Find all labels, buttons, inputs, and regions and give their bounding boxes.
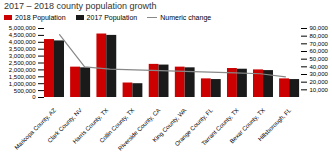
svg-text:2,500,000: 2,500,000 bbox=[9, 60, 36, 66]
svg-text:20,000: 20,000 bbox=[310, 79, 329, 85]
svg-text:5,000,000: 5,000,000 bbox=[9, 25, 36, 31]
html-text:2017 – 2018 county population: 2017 – 2018 county population growth bbox=[4, 1, 157, 11]
svg-text:3,500,000: 3,500,000 bbox=[9, 46, 36, 52]
svg-text:Tarrant County, TX: Tarrant County, TX bbox=[200, 107, 240, 147]
svg-text:Bexar County, TX: Bexar County, TX bbox=[228, 107, 266, 145]
svg-text:Harris County, TX: Harris County, TX bbox=[71, 107, 110, 145]
svg-text:4,500,000: 4,500,000 bbox=[9, 32, 36, 38]
svg-text:Riverside County, CA: Riverside County, CA bbox=[117, 107, 161, 151]
svg-text:Maricopa County, AZ: Maricopa County, AZ bbox=[13, 107, 57, 151]
svg-text:1,000,000: 1,000,000 bbox=[9, 81, 36, 87]
svg-text:0: 0 bbox=[32, 94, 36, 100]
svg-text:10,000: 10,000 bbox=[310, 87, 329, 93]
svg-text:80,000: 80,000 bbox=[310, 33, 329, 39]
svg-text:30,000: 30,000 bbox=[310, 71, 329, 77]
html-text:2018 Population: 2018 Population bbox=[15, 14, 66, 21]
svg-text:King County, WA: King County, WA bbox=[151, 107, 188, 144]
svg-text:500,000: 500,000 bbox=[14, 88, 36, 94]
svg-text:Hillsborough, FL: Hillsborough, FL bbox=[257, 107, 293, 143]
svg-text:50,000: 50,000 bbox=[310, 56, 329, 62]
svg-text:3,000,000: 3,000,000 bbox=[9, 53, 36, 59]
svg-text:40,000: 40,000 bbox=[310, 64, 329, 70]
html-text:2017 Population: 2017 Population bbox=[86, 14, 138, 21]
svg-text:60,000: 60,000 bbox=[310, 48, 329, 54]
svg-text:90,000: 90,000 bbox=[310, 25, 329, 31]
svg-text:Collin County, TX: Collin County, TX bbox=[98, 107, 136, 144]
svg-text:Orange County, FL: Orange County, FL bbox=[173, 107, 214, 148]
svg-text:70,000: 70,000 bbox=[310, 41, 329, 47]
svg-text:4,000,000: 4,000,000 bbox=[9, 39, 36, 45]
svg-text:1,500,000: 1,500,000 bbox=[9, 74, 36, 80]
svg-text:Clark County, NV: Clark County, NV bbox=[46, 107, 84, 144]
html-text:Numeric change: Numeric change bbox=[160, 14, 212, 21]
svg-text:2,000,000: 2,000,000 bbox=[9, 67, 36, 73]
